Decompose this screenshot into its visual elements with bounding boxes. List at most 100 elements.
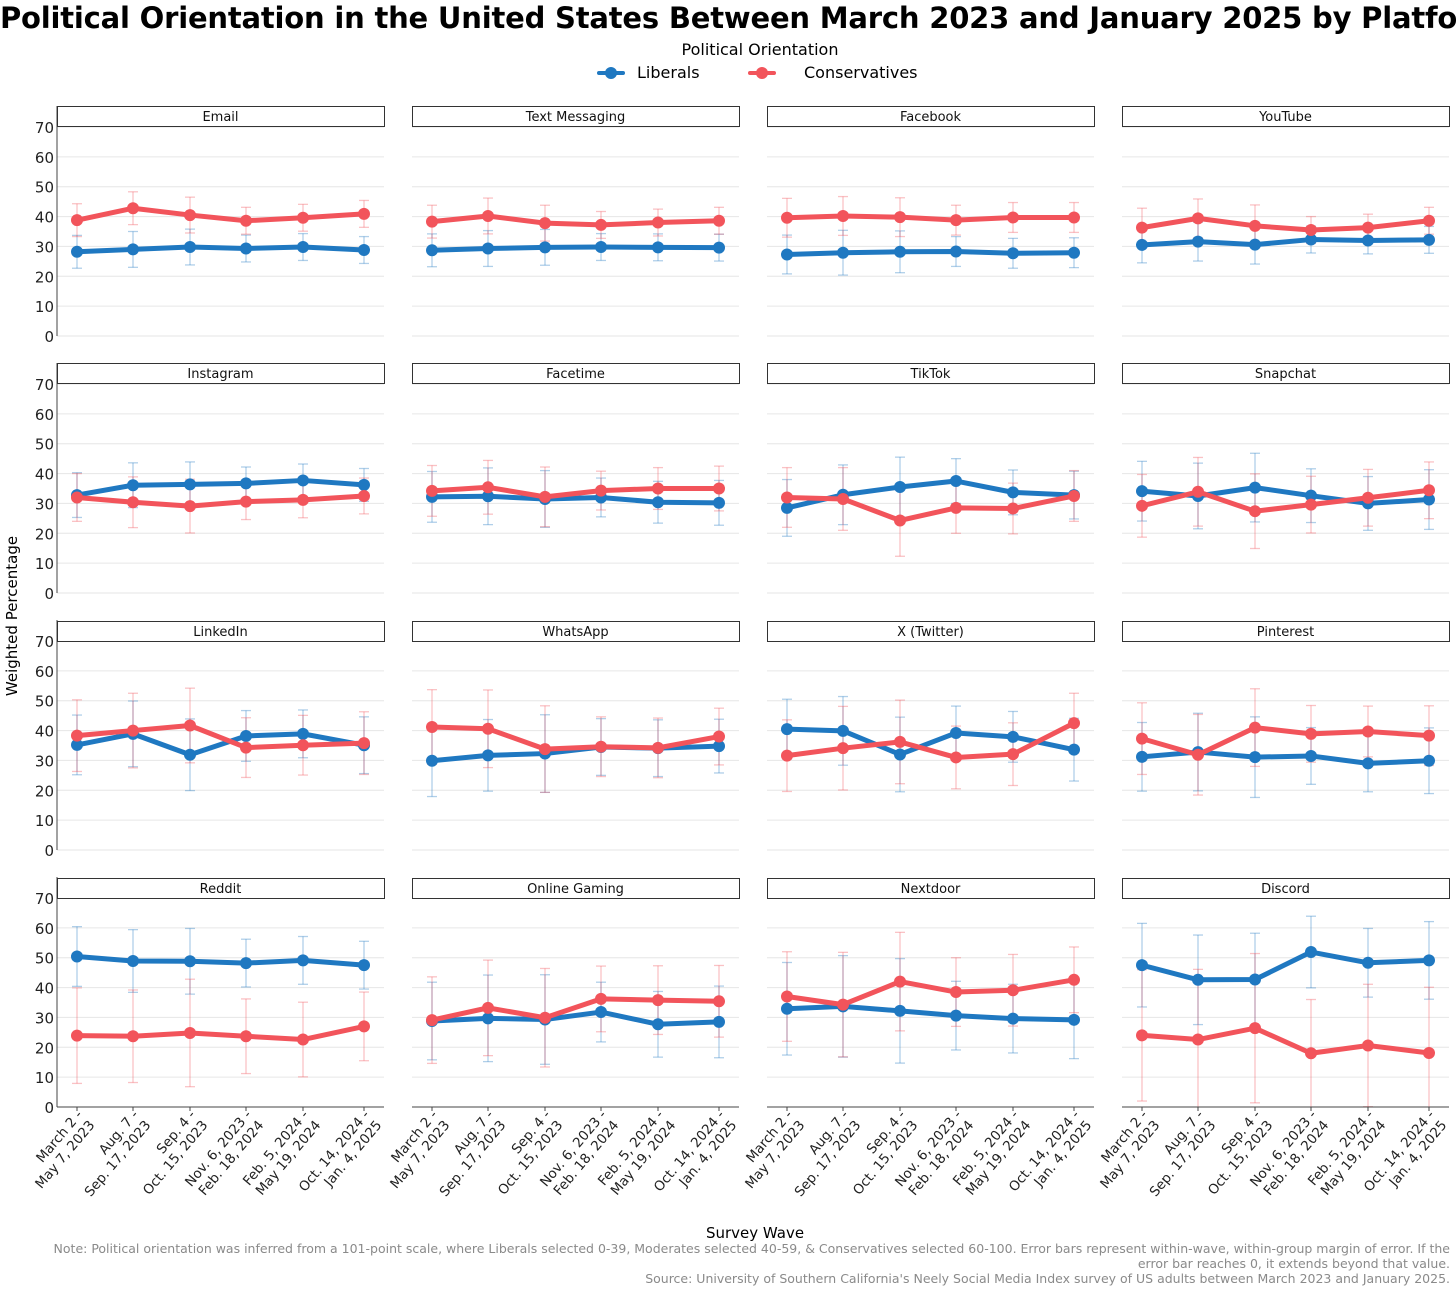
- conservatives-point[interactable]: [781, 491, 793, 504]
- liberals-point[interactable]: [1068, 246, 1080, 259]
- liberals-point[interactable]: [1362, 757, 1374, 770]
- liberals-point[interactable]: [781, 501, 793, 514]
- conservatives-point[interactable]: [1249, 721, 1261, 734]
- liberals-point[interactable]: [297, 954, 309, 967]
- liberals-point[interactable]: [837, 724, 849, 737]
- liberals-point[interactable]: [713, 496, 725, 509]
- liberals-point[interactable]: [240, 477, 252, 490]
- conservatives-point[interactable]: [1362, 491, 1374, 504]
- liberals-point[interactable]: [1423, 754, 1435, 767]
- conservatives-point[interactable]: [837, 742, 849, 755]
- conservatives-point[interactable]: [950, 501, 962, 514]
- liberals-point[interactable]: [713, 740, 725, 753]
- liberals-point[interactable]: [297, 727, 309, 740]
- conservatives-point[interactable]: [781, 211, 793, 224]
- liberals-point[interactable]: [358, 959, 370, 972]
- conservatives-point[interactable]: [1007, 748, 1019, 761]
- conservatives-point[interactable]: [837, 492, 849, 505]
- liberals-point[interactable]: [713, 241, 725, 254]
- conservatives-point[interactable]: [297, 1033, 309, 1046]
- liberals-point[interactable]: [1007, 486, 1019, 499]
- conservatives-point[interactable]: [426, 1014, 438, 1027]
- liberals-point[interactable]: [1362, 234, 1374, 247]
- conservatives-point[interactable]: [1249, 1022, 1261, 1035]
- conservatives-point[interactable]: [1249, 219, 1261, 232]
- liberals-point[interactable]: [1007, 730, 1019, 743]
- conservatives-point[interactable]: [127, 724, 139, 737]
- conservatives-point[interactable]: [837, 209, 849, 222]
- conservatives-point[interactable]: [71, 491, 83, 504]
- liberals-point[interactable]: [71, 950, 83, 963]
- conservatives-point[interactable]: [1068, 973, 1080, 986]
- liberals-point[interactable]: [127, 479, 139, 492]
- liberals-point[interactable]: [426, 244, 438, 257]
- liberals-point[interactable]: [1362, 956, 1374, 969]
- liberals-point[interactable]: [950, 245, 962, 258]
- conservatives-point[interactable]: [1136, 499, 1148, 512]
- liberals-point[interactable]: [240, 242, 252, 255]
- liberals-point[interactable]: [482, 749, 494, 762]
- conservatives-point[interactable]: [652, 741, 664, 754]
- liberals-point[interactable]: [652, 1018, 664, 1031]
- conservatives-point[interactable]: [1362, 725, 1374, 738]
- liberals-point[interactable]: [1423, 493, 1435, 506]
- conservatives-point[interactable]: [71, 1029, 83, 1042]
- liberals-point[interactable]: [713, 1015, 725, 1028]
- conservatives-point[interactable]: [1362, 221, 1374, 234]
- conservatives-point[interactable]: [539, 217, 551, 230]
- liberals-point[interactable]: [894, 1004, 906, 1017]
- liberals-point[interactable]: [184, 478, 196, 491]
- liberals-point[interactable]: [1136, 485, 1148, 498]
- liberals-point[interactable]: [950, 726, 962, 739]
- conservatives-point[interactable]: [539, 490, 551, 503]
- conservatives-point[interactable]: [652, 482, 664, 495]
- liberals-point[interactable]: [894, 748, 906, 761]
- conservatives-point[interactable]: [1423, 729, 1435, 742]
- conservatives-point[interactable]: [894, 975, 906, 988]
- liberals-point[interactable]: [127, 954, 139, 967]
- conservatives-point[interactable]: [950, 214, 962, 227]
- conservatives-point[interactable]: [1305, 727, 1317, 740]
- conservatives-point[interactable]: [781, 749, 793, 762]
- liberals-point[interactable]: [1136, 750, 1148, 763]
- liberals-point[interactable]: [894, 245, 906, 258]
- liberals-point[interactable]: [595, 1006, 607, 1019]
- conservatives-point[interactable]: [950, 986, 962, 999]
- liberals-point[interactable]: [71, 738, 83, 751]
- liberals-point[interactable]: [1068, 1013, 1080, 1026]
- conservatives-point[interactable]: [1192, 212, 1204, 225]
- conservatives-point[interactable]: [71, 214, 83, 227]
- conservatives-point[interactable]: [894, 735, 906, 748]
- liberals-point[interactable]: [652, 496, 664, 509]
- conservatives-point[interactable]: [1068, 211, 1080, 224]
- liberals-point[interactable]: [894, 481, 906, 494]
- liberals-point[interactable]: [837, 246, 849, 259]
- conservatives-point[interactable]: [1136, 732, 1148, 745]
- liberals-point[interactable]: [1305, 946, 1317, 959]
- conservatives-point[interactable]: [482, 722, 494, 735]
- conservatives-point[interactable]: [894, 514, 906, 527]
- conservatives-point[interactable]: [539, 1011, 551, 1024]
- conservatives-point[interactable]: [184, 209, 196, 222]
- liberals-point[interactable]: [184, 955, 196, 968]
- conservatives-point[interactable]: [1007, 211, 1019, 224]
- conservatives-point[interactable]: [652, 216, 664, 229]
- liberals-point[interactable]: [950, 475, 962, 488]
- conservatives-point[interactable]: [127, 202, 139, 215]
- conservatives-point[interactable]: [1305, 1047, 1317, 1060]
- conservatives-point[interactable]: [713, 730, 725, 743]
- conservatives-point[interactable]: [482, 209, 494, 222]
- liberals-point[interactable]: [482, 242, 494, 255]
- conservatives-point[interactable]: [1136, 221, 1148, 234]
- conservatives-point[interactable]: [240, 1030, 252, 1043]
- conservatives-point[interactable]: [1136, 1029, 1148, 1042]
- liberals-point[interactable]: [1249, 751, 1261, 764]
- conservatives-point[interactable]: [184, 500, 196, 513]
- conservatives-point[interactable]: [595, 992, 607, 1005]
- conservatives-point[interactable]: [240, 741, 252, 754]
- liberals-point[interactable]: [781, 248, 793, 261]
- conservatives-point[interactable]: [713, 214, 725, 227]
- conservatives-point[interactable]: [950, 751, 962, 764]
- conservatives-point[interactable]: [426, 720, 438, 733]
- conservatives-point[interactable]: [1007, 984, 1019, 997]
